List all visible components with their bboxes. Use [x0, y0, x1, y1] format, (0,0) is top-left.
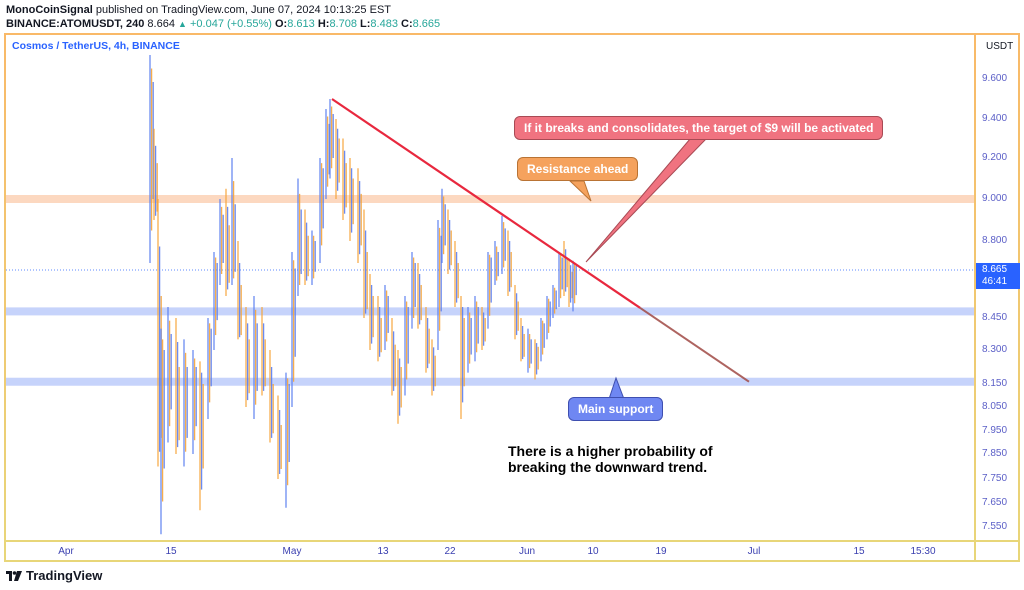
chart-header: MonoCoinSignal published on TradingView.…	[6, 3, 440, 31]
chart-frame	[4, 33, 1020, 562]
price-axis-divider	[974, 33, 976, 562]
close-label: C:	[401, 18, 413, 30]
price-tick-label: 8.150	[982, 378, 1008, 389]
price-tick-label: 8.800	[982, 235, 1008, 246]
time-tick-label: Jul	[747, 546, 761, 557]
note-line-1: There is a higher probability of	[508, 443, 713, 459]
time-tick-label: 10	[587, 546, 599, 557]
resistance-callout: Resistance ahead	[517, 157, 639, 181]
bar-countdown: 46:41	[982, 276, 1008, 287]
price-tick-label: 8.050	[982, 401, 1008, 412]
time-tick-label: 15:30	[910, 546, 936, 557]
time-tick-label: Jun	[518, 546, 536, 557]
time-tick-label: May	[282, 546, 302, 557]
price-axis-unit[interactable]: USDT	[986, 41, 1014, 52]
up-arrow-icon: ▲	[178, 19, 187, 29]
price-tick-label: 7.550	[982, 521, 1008, 532]
price-tick-label: 9.000	[982, 193, 1008, 204]
symbol-title: Cosmos / TetherUS, 4h, BINANCE	[12, 40, 180, 52]
high-label: H:	[317, 18, 330, 30]
tradingview-logo-icon	[6, 570, 22, 581]
close-value: 8.665	[412, 18, 441, 30]
price-tick-label: 7.750	[982, 473, 1008, 484]
price-tick-label: 9.200	[982, 152, 1008, 163]
time-axis-divider	[4, 540, 1020, 542]
time-tick-label: 15	[165, 546, 177, 557]
note-line-2: breaking the downward trend.	[508, 459, 708, 475]
current-price-badge: 8.665 46:41	[976, 263, 1020, 289]
high-value: 8.708	[329, 18, 357, 30]
price-tick-label: 9.600	[982, 73, 1008, 84]
price-tick-label: 8.300	[982, 344, 1008, 355]
last-price: 8.664	[147, 18, 175, 30]
time-tick-label: 19	[655, 546, 667, 557]
low-value: 8.483	[370, 18, 398, 30]
price-change: +0.047 (+0.55%)	[189, 18, 272, 30]
symbol-interval: BINANCE:ATOMUSDT, 240	[6, 18, 145, 30]
author-name[interactable]: MonoCoinSignal	[6, 4, 93, 16]
target-callout: If it breaks and consolidates, the targe…	[514, 116, 884, 140]
analysis-note: There is a higher probability of breakin…	[508, 443, 713, 475]
price-tick-label: 7.650	[982, 497, 1008, 508]
low-label: L:	[360, 18, 371, 30]
open-label: O:	[275, 18, 288, 30]
price-tick-label: 7.850	[982, 448, 1008, 459]
current-price-value: 8.665	[982, 264, 1008, 275]
price-tick-label: 8.450	[982, 312, 1008, 323]
brand-name: TradingView	[26, 568, 103, 583]
price-tick-label: 7.950	[982, 425, 1008, 436]
published-text: published on TradingView.com, June 07, 2…	[95, 4, 391, 16]
support-callout: Main support	[568, 397, 664, 421]
time-tick-label: 15	[853, 546, 865, 557]
tradingview-logo[interactable]: TradingView	[6, 568, 102, 583]
time-tick-label: Apr	[58, 546, 74, 557]
time-tick-label: 13	[377, 546, 389, 557]
open-value: 8.613	[287, 18, 315, 30]
time-tick-label: 22	[444, 546, 456, 557]
price-tick-label: 9.400	[982, 113, 1008, 124]
